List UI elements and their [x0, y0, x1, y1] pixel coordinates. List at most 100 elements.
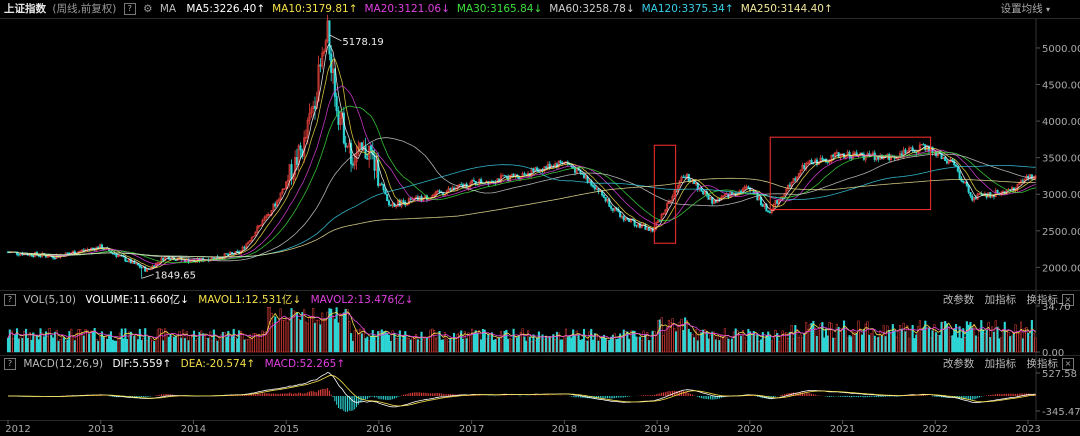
volume-bar	[20, 338, 22, 352]
volume-bar	[614, 334, 616, 352]
volume-bar	[551, 337, 553, 352]
volume-bar	[719, 340, 721, 352]
volume-bar	[462, 339, 464, 352]
main-y-tick-label: 3500.00	[1042, 154, 1080, 165]
volume-bar	[892, 324, 894, 352]
volume-bar	[356, 330, 358, 352]
volume-bar	[778, 341, 780, 352]
candle-body	[795, 179, 797, 181]
volume-bar	[408, 338, 410, 352]
volume-bar	[390, 341, 392, 352]
volume-bar	[897, 330, 899, 352]
volume-bar	[181, 338, 183, 352]
volume-bar	[61, 335, 63, 352]
volume-bar	[845, 328, 847, 352]
volume-bar	[90, 331, 92, 352]
volume-bar	[663, 336, 665, 352]
volume-bar	[605, 338, 607, 352]
volume-bar	[562, 340, 564, 352]
candle-body	[504, 175, 506, 176]
volume-bar	[343, 313, 345, 352]
volume-bar	[177, 335, 179, 352]
volume-bar	[944, 321, 946, 352]
macd-dea-line	[8, 376, 1036, 406]
volume-bar	[347, 309, 349, 352]
candle-body	[386, 194, 388, 201]
volume-bar	[137, 340, 139, 352]
volume-bar	[701, 333, 703, 352]
volume-bar	[683, 330, 685, 352]
volume-bar	[96, 339, 98, 352]
volume-bar	[982, 330, 984, 352]
volume-bar	[60, 339, 62, 352]
volume-bar	[590, 329, 592, 352]
volume-bar	[466, 338, 468, 352]
volume-bar	[47, 337, 49, 352]
volume-bar	[302, 312, 304, 352]
volume-bar	[574, 335, 576, 352]
volume-bar	[235, 337, 237, 352]
volume-bar	[675, 332, 677, 352]
volume-bar	[358, 335, 360, 352]
volume-bar	[802, 338, 804, 352]
x-tick-label: 2015	[273, 424, 298, 435]
volume-bar	[1029, 337, 1031, 352]
volume-bar	[549, 336, 551, 352]
volume-bar	[372, 330, 374, 352]
volume-bar	[860, 329, 862, 352]
volume-bar	[664, 330, 666, 352]
volume-bar	[121, 329, 123, 352]
main-y-tick-label: 5000.00	[1042, 44, 1080, 55]
volume-bar	[655, 335, 657, 352]
volume-bar	[919, 321, 921, 352]
candle-body	[968, 186, 970, 193]
volume-bar	[498, 338, 500, 352]
volume-bar	[888, 330, 890, 352]
candle-body	[54, 258, 56, 259]
candle-body	[975, 198, 977, 200]
candle-body	[804, 165, 806, 168]
volume-bar	[984, 333, 986, 352]
candle-body	[849, 152, 851, 156]
volume-bar	[587, 341, 589, 352]
volume-bar	[92, 332, 94, 352]
volume-bar	[1002, 329, 1004, 352]
candle-body	[381, 184, 383, 185]
volume-bar	[1035, 338, 1037, 352]
volume-bar	[274, 317, 276, 352]
candle-body	[1022, 181, 1024, 182]
volume-bar	[643, 331, 645, 352]
volume-bar	[126, 339, 128, 352]
volume-bar	[34, 335, 36, 352]
volume-bar	[849, 335, 851, 352]
main-y-tick-label: 4000.00	[1042, 117, 1080, 128]
main-y-tick-label: 3000.00	[1042, 190, 1080, 201]
volume-bar	[572, 330, 574, 352]
volume-bar	[769, 336, 771, 352]
volume-bar	[226, 337, 228, 352]
volume-bar	[63, 337, 65, 352]
volume-bar	[11, 331, 13, 352]
candle-body	[970, 192, 972, 196]
volume-bar	[599, 339, 601, 352]
volume-bar	[412, 336, 414, 352]
candle-body	[762, 205, 764, 207]
volume-bar	[488, 335, 490, 352]
volume-bar	[832, 338, 834, 352]
candle-body	[962, 181, 964, 182]
volume-bar	[410, 340, 412, 352]
volume-bar	[618, 339, 620, 352]
volume-bar	[446, 339, 448, 352]
volume-bar	[222, 332, 224, 352]
volume-bar	[780, 336, 782, 352]
volume-bar	[172, 337, 174, 352]
volume-bar	[455, 341, 457, 352]
volume-bar	[729, 341, 731, 352]
volume-bar	[475, 331, 477, 352]
volume-bar	[896, 337, 898, 352]
volume-bar	[52, 338, 54, 352]
vol-y-tick-label: 0.00	[1042, 348, 1064, 359]
volume-bar	[128, 332, 130, 352]
volume-bar	[157, 330, 159, 352]
